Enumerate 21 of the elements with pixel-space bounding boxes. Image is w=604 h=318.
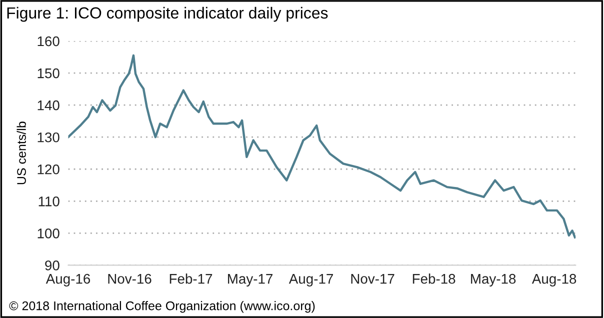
y-tick-label: 110	[38, 196, 60, 206]
y-axis-title: US cents/lb	[16, 122, 26, 184]
x-tick-label: Nov-17	[351, 274, 394, 284]
y-tick-label: 100	[38, 228, 60, 238]
y-tick-label: 90	[45, 260, 60, 270]
x-tick-label: Aug-17	[288, 274, 333, 286]
y-tick-label: 150	[38, 68, 60, 78]
x-tick-label: Aug-18	[532, 274, 576, 286]
chart-title: Figure 1: ICO composite indicator daily prices	[7, 6, 328, 22]
x-tick-label: Feb-17	[170, 274, 212, 284]
x-tick-label: May-17	[228, 274, 272, 286]
y-tick-label: 160	[38, 36, 60, 46]
x-tick-label: Nov-16	[108, 274, 152, 284]
text: © 2018 International Coffee Organization (www.ico.org)	[9, 301, 315, 313]
x-tick-label: Feb-18	[412, 274, 456, 284]
x-tick-label: May-18	[471, 274, 516, 286]
y-tick-label: 130	[38, 132, 60, 142]
y-tick-label: 140	[38, 100, 60, 110]
x-tick-label: Aug-16	[46, 274, 90, 286]
y-tick-label: 120	[38, 164, 60, 174]
line-series	[68, 54, 576, 238]
